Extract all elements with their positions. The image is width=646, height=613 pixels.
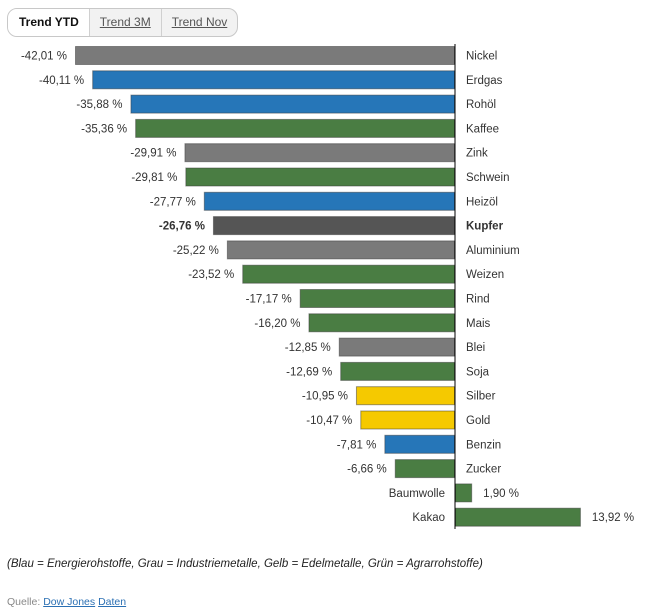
bar-kakao [455,507,581,527]
value-label: -7,81 % [337,439,377,451]
color-legend: (Blau = Energierohstoffe, Grau = Industr… [7,558,483,570]
bar-soja [340,361,455,381]
category-label: Schwein [466,172,509,184]
value-label: -12,69 % [286,366,332,378]
category-label: Zink [466,148,488,160]
dow-jones-link[interactable]: Dow Jones [43,596,96,608]
category-label: Zucker [466,464,501,476]
bar-silber [355,386,455,406]
category-label: Benzin [466,439,501,451]
value-label: -35,36 % [81,123,127,135]
category-label: Kakao [412,512,445,524]
category-label: Aluminium [466,245,520,257]
bar-zink [184,143,455,163]
category-label: Mais [466,318,491,330]
value-label: -25,22 % [173,245,219,257]
daten-link[interactable]: Daten [98,596,127,608]
bar-heizöl [203,191,455,211]
category-label: Nickel [466,51,497,63]
bar-rind [299,289,455,308]
bar-kaffee [135,118,455,138]
value-label: -6,66 % [347,464,387,476]
value-label: -10,95 % [302,391,348,403]
value-label: -29,91 % [130,148,176,160]
value-label: -40,11 % [39,75,84,87]
category-label: Erdgas [466,75,503,87]
category-label: Heizöl [466,196,498,208]
value-label: -23,52 % [188,269,234,281]
value-label: -35,88 % [76,99,122,111]
value-label: -10,47 % [306,415,352,427]
tab-trend-nov[interactable]: Trend Nov [160,9,238,36]
trend-tabs: Trend YTD Trend 3M Trend Nov [7,8,239,37]
bar-baumwolle [455,483,473,503]
tab-trend-3m[interactable]: Trend 3M [88,9,161,36]
category-label: Kaffee [466,123,499,135]
bar-erdgas [92,70,456,90]
tab-trend-ytd[interactable]: Trend YTD [8,9,89,36]
value-label: -27,77 % [150,196,196,208]
value-label: -29,81 % [131,172,177,184]
category-label: Soja [466,366,490,378]
bar-gold [360,410,455,430]
bar-nickel [75,46,455,65]
category-label: Gold [466,415,490,427]
bar-aluminium [226,240,455,260]
source-label: Quelle: [7,596,41,608]
bar-blei [338,337,456,357]
bar-weizen [242,264,455,284]
category-label: Kupfer [466,221,504,233]
value-label: 1,90 % [483,488,519,500]
bar-benzin [384,434,456,454]
bar-kupfer [212,216,455,236]
bar-rohöl [130,94,455,114]
bar-mais [308,313,456,333]
bar-schwein [185,167,455,187]
value-label: -16,20 % [254,318,300,330]
source-line: Quelle: Dow Jones Daten [7,596,126,608]
category-label: Silber [466,391,496,403]
category-label: Rohöl [466,99,496,111]
value-label: -42,01 % [21,51,67,63]
category-label: Baumwolle [389,488,445,500]
category-label: Blei [466,342,485,354]
category-label: Weizen [466,269,504,281]
category-label: Rind [466,294,490,306]
value-label: -17,17 % [246,294,292,306]
value-label: -26,76 % [159,221,205,233]
bar-zucker [394,459,455,479]
bar-chart: -42,01 % Nickel -40,11 % Erdgas -35,88 % Rohö… [21,44,634,529]
value-label: -12,85 % [285,342,331,354]
value-label: 13,92 % [592,512,634,524]
